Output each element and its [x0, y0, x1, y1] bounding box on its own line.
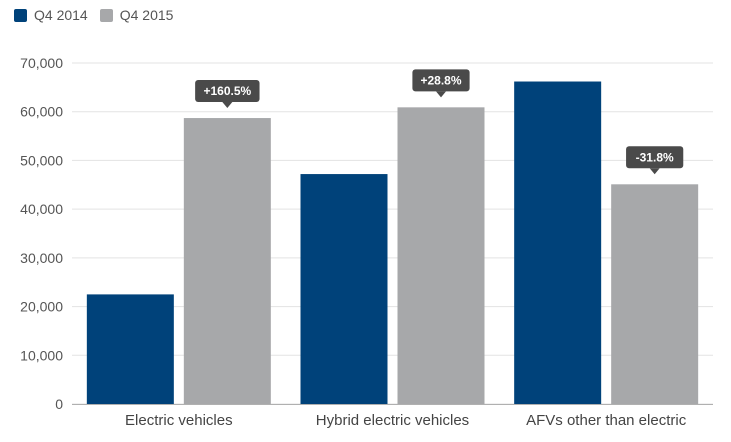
x-category-label: Hybrid electric vehicles	[316, 412, 469, 429]
legend: Q4 2014 Q4 2015	[14, 5, 185, 25]
legend-item-q4-2015[interactable]: Q4 2015	[99, 7, 174, 23]
y-tick-label: 70,000	[20, 55, 63, 71]
annotation-label: -31.8%	[636, 150, 674, 164]
annotation-pointer	[649, 168, 660, 175]
annotation-pointer	[436, 91, 446, 98]
y-tick-label: 20,000	[20, 299, 63, 315]
y-tick-label: 40,000	[20, 201, 63, 217]
legend-swatch-q4-2014	[14, 8, 27, 22]
legend-swatch-q4-2015	[99, 8, 113, 22]
annotation-box	[412, 69, 470, 92]
bar	[397, 107, 485, 404]
y-tick-label: 60,000	[20, 104, 63, 120]
x-category-label: Electric vehicles	[125, 412, 233, 429]
bar	[86, 294, 174, 404]
legend-item-q4-2014[interactable]: Q4 2014	[14, 7, 88, 23]
y-tick-label: 10,000	[20, 347, 63, 363]
legend-label-q4-2015: Q4 2015	[119, 7, 174, 23]
annotation-pointer	[222, 102, 233, 109]
annotation-box	[195, 80, 260, 103]
bar	[611, 184, 699, 404]
x-category-label: AFVs other than electric	[526, 412, 687, 429]
legend-label-q4-2014: Q4 2014	[34, 7, 88, 23]
y-tick-label: 0	[55, 396, 63, 412]
y-tick-label: 50,000	[20, 152, 63, 168]
bar	[183, 118, 271, 404]
annotation-box	[626, 146, 684, 169]
bar	[514, 81, 602, 405]
annotation-label: +28.8%	[420, 73, 461, 87]
y-tick-label: 30,000	[20, 250, 63, 266]
bar	[300, 174, 388, 404]
annotation-label: +160.5%	[203, 84, 251, 98]
